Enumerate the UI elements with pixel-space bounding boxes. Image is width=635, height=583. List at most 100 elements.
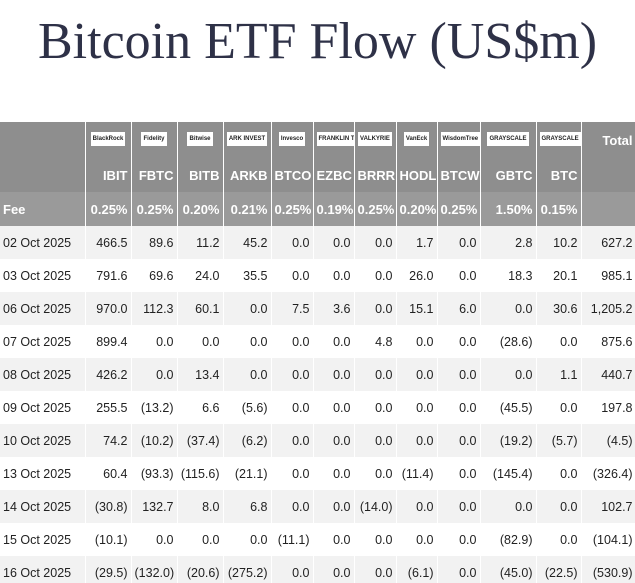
data-row: 16 Oct 2025 (29.5) (132.0) (20.6) (275.2) 0.0…: [0, 556, 635, 583]
fee: 0.25%: [85, 192, 132, 226]
fee: 0.15%: [536, 192, 582, 226]
flow-value: 0.0: [437, 424, 481, 457]
flow-value: 0.0: [313, 259, 355, 292]
date: 08 Oct 2025: [0, 358, 86, 391]
flow-value: (19.2): [480, 424, 537, 457]
flow-value: 0.0: [354, 391, 397, 424]
ticker: FBTC: [131, 158, 178, 192]
logo: WisdomTree: [440, 131, 479, 146]
flow-value: 0.0: [437, 259, 481, 292]
flow-value: (45.5): [480, 391, 537, 424]
flow-value: (29.5): [85, 556, 132, 583]
flow-value: 0.0: [131, 358, 178, 391]
fee-row: Fee 0.25% 0.25% 0.20% 0.21% 0.25% 0.19% 0.25% 0.…: [0, 192, 635, 226]
flow-value: 985.1: [581, 259, 635, 292]
flow-value: 6.6: [177, 391, 224, 424]
flow-value: 0.0: [437, 523, 481, 556]
flow-value: 0.0: [480, 490, 537, 523]
flow-value: 899.4: [85, 325, 132, 358]
flow-value: 0.0: [313, 358, 355, 391]
flow-value: 970.0: [85, 292, 132, 325]
flow-value: 0.0: [437, 490, 481, 523]
flow-value: 440.7: [581, 358, 635, 391]
logo: Invesco: [278, 131, 306, 146]
flow-value: 0.0: [177, 523, 224, 556]
flow-value: 0.0: [480, 292, 537, 325]
flow-value: 74.2: [85, 424, 132, 457]
flow-value: 0.0: [437, 457, 481, 490]
flow-value: 4.8: [354, 325, 397, 358]
table-wrap: BlackRock Fidelity Bitwise ARK INVEST Invesc…: [0, 122, 635, 583]
flow-value: (6.1): [396, 556, 438, 583]
flow-value: (22.5): [536, 556, 582, 583]
ticker: BRRR: [354, 158, 397, 192]
flow-value: (13.2): [131, 391, 178, 424]
flow-value: 60.1: [177, 292, 224, 325]
flow-value: 0.0: [131, 523, 178, 556]
fee: 1.50%: [480, 192, 537, 226]
flow-value: 69.6: [131, 259, 178, 292]
flow-value: 13.4: [177, 358, 224, 391]
flow-value: 0.0: [223, 358, 272, 391]
logo: VanEck: [403, 131, 430, 146]
flow-value: 15.1: [396, 292, 438, 325]
flow-value: 0.0: [354, 556, 397, 583]
flow-value: (20.6): [177, 556, 224, 583]
flow-value: 0.0: [313, 523, 355, 556]
logo-cell: ARK INVEST: [223, 122, 272, 158]
flow-value: 0.0: [396, 391, 438, 424]
ticker: HODL: [396, 158, 438, 192]
flow-value: 0.0: [437, 391, 481, 424]
ticker: BTCW: [437, 158, 481, 192]
flow-value: (104.1): [581, 523, 635, 556]
flow-value: (10.2): [131, 424, 178, 457]
fee: 0.20%: [396, 192, 438, 226]
flow-value: 0.0: [271, 556, 314, 583]
flow-value: 0.0: [271, 391, 314, 424]
flow-value: 0.0: [271, 226, 314, 259]
date: 13 Oct 2025: [0, 457, 86, 490]
fee: 0.25%: [354, 192, 397, 226]
flow-value: 0.0: [223, 325, 272, 358]
data-row: 08 Oct 2025 426.2 0.0 13.4 0.0 0.0 0.0 0.0 0.0 0.…: [0, 358, 635, 391]
flow-value: 30.6: [536, 292, 582, 325]
flow-value: (21.1): [223, 457, 272, 490]
title: Bitcoin ETF Flow (US$m): [37, 13, 598, 70]
flow-value: (11.4): [396, 457, 438, 490]
flow-value: 0.0: [313, 226, 355, 259]
flow-value: 197.8: [581, 391, 635, 424]
flow-value: 45.2: [223, 226, 272, 259]
flow-value: 0.0: [536, 325, 582, 358]
flow-value: 0.0: [396, 325, 438, 358]
logo-cell: WisdomTree: [437, 122, 481, 158]
ticker: BTCO: [271, 158, 314, 192]
fee: 0.21%: [223, 192, 272, 226]
flow-value: 0.0: [354, 292, 397, 325]
flow-value: (115.6): [177, 457, 224, 490]
fee: 0.25%: [437, 192, 481, 226]
ticker: ARKB: [223, 158, 272, 192]
flow-value: 0.0: [313, 391, 355, 424]
flow-value: 0.0: [536, 457, 582, 490]
data-row: 03 Oct 2025 791.6 69.6 24.0 35.5 0.0 0.0 0.0 26.…: [0, 259, 635, 292]
flow-value: 0.0: [354, 358, 397, 391]
flow-value: 0.0: [437, 358, 481, 391]
logo: ARK INVEST: [226, 131, 268, 146]
flow-value: 0.0: [313, 325, 355, 358]
flow-value: 0.0: [271, 424, 314, 457]
fee-label: Fee: [0, 192, 86, 226]
flow-value: 0.0: [131, 325, 178, 358]
flow-value: 0.0: [396, 358, 438, 391]
flow-value: 0.0: [437, 325, 481, 358]
flow-value: 0.0: [354, 226, 397, 259]
data-row: 14 Oct 2025 (30.8) 132.7 8.0 6.8 0.0 0.0 (14.0)…: [0, 490, 635, 523]
flow-value: 2.8: [480, 226, 537, 259]
blank-cell: [581, 158, 635, 192]
logo: Bitwise: [187, 131, 213, 146]
flow-value: 0.0: [271, 325, 314, 358]
ticker: BTC: [536, 158, 582, 192]
flow-value: 1,205.2: [581, 292, 635, 325]
flow-value: 7.5: [271, 292, 314, 325]
flow-value: (82.9): [480, 523, 537, 556]
